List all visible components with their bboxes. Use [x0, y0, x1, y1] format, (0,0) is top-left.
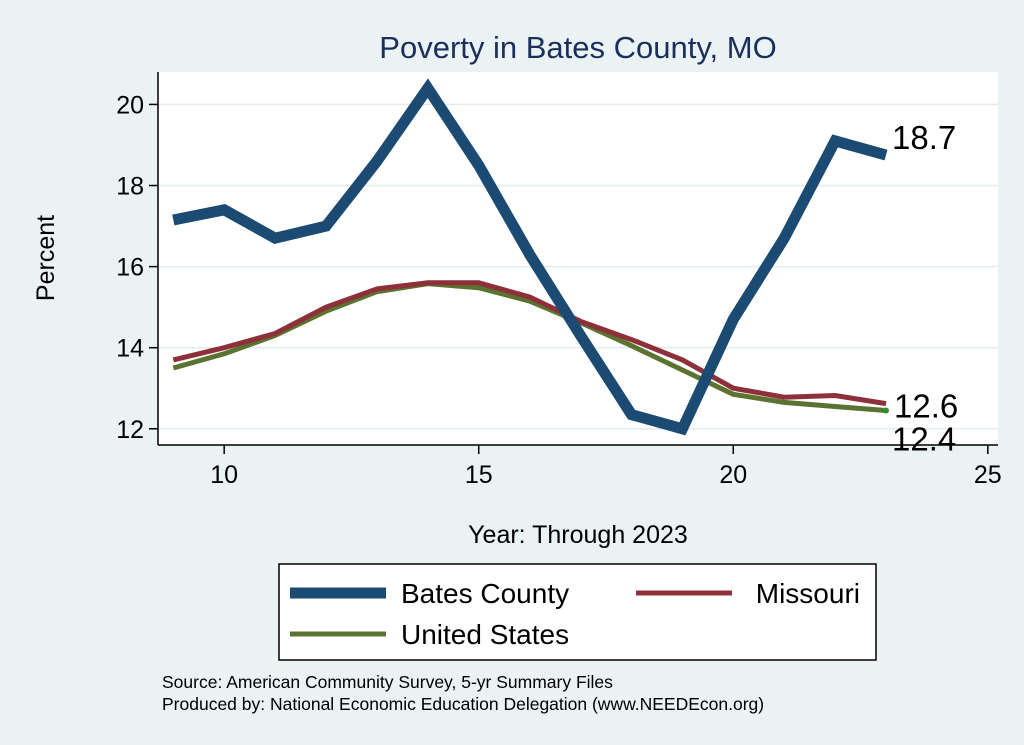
plot-area [158, 72, 998, 445]
x-tick-label: 10 [210, 461, 238, 489]
end-label-bates-county: 18.7 [892, 119, 956, 156]
grid-lines [158, 103, 998, 430]
legend-label: United States [401, 619, 569, 650]
y-tick-label: 16 [116, 254, 144, 282]
legend-box [278, 563, 877, 661]
x-tick-label: 20 [719, 461, 747, 489]
end-labels: 18.7 12.612.4 [883, 119, 958, 458]
legend-label: Missouri [756, 578, 860, 609]
end-label-missouri: 12.6 [894, 388, 958, 425]
series-line-missouri [172, 280, 887, 407]
producer-note: Produced by: National Economic Education… [162, 694, 764, 714]
legend: Bates County Missouri United States [290, 578, 860, 650]
y-tick-label: 20 [116, 91, 144, 119]
y-tick-label: 14 [116, 335, 144, 363]
y-axis-title: Percent [32, 215, 60, 301]
y-tick-label: 18 [116, 173, 144, 201]
x-tick-label: 25 [974, 461, 1002, 489]
chart-title: Poverty in Bates County, MO [379, 30, 776, 65]
series-lines [172, 78, 888, 436]
y-tick-label: 12 [116, 416, 144, 444]
x-axis-ticks: 10 15 20 25 [210, 445, 1002, 489]
legend-item-bates-county: Bates County [290, 578, 569, 609]
source-note: Source: American Community Survey, 5-yr … [162, 672, 613, 692]
end-label-united-states: 12.4 [892, 421, 956, 458]
y-axis-ticks: 12 14 16 18 20 [116, 91, 158, 444]
legend-item-missouri: Missouri [636, 578, 860, 609]
series-line-bates-county [172, 78, 888, 436]
x-tick-label: 15 [465, 461, 493, 489]
end-point-united-states [883, 407, 889, 414]
x-axis-title: Year: Through 2023 [468, 521, 688, 549]
legend-item-united-states: United States [290, 619, 569, 650]
legend-label: Bates County [401, 578, 569, 609]
